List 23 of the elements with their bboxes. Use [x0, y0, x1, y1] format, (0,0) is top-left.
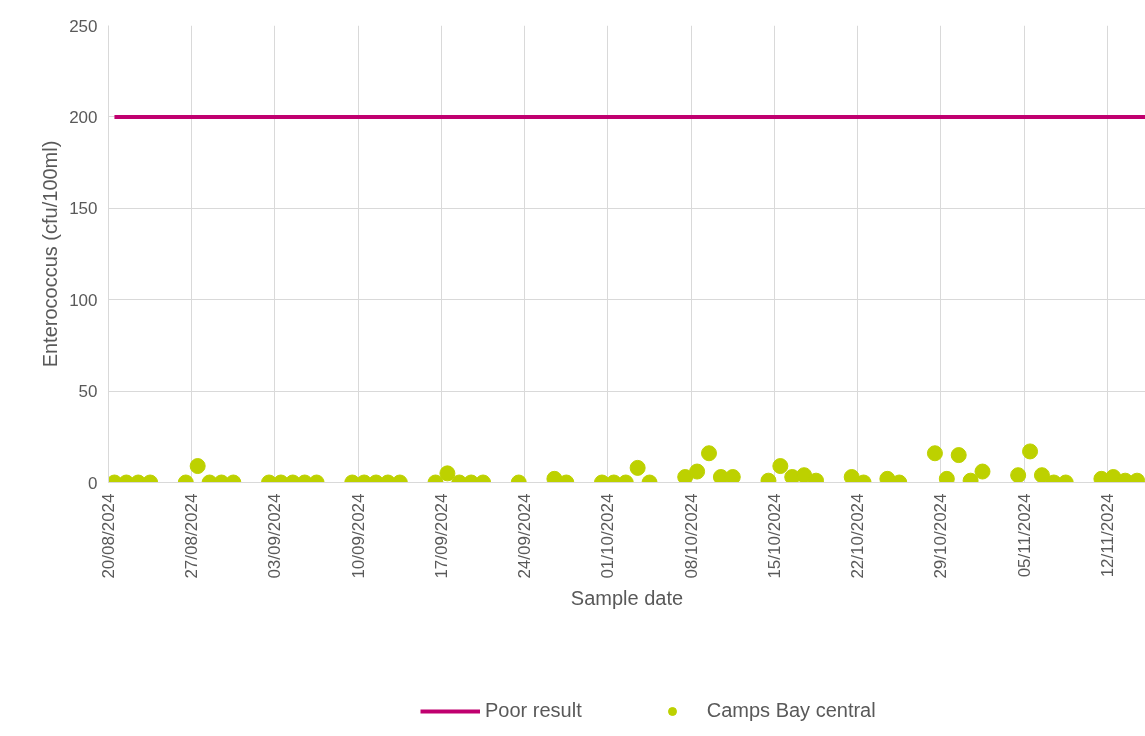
x-tick-label: 01/10/2024 [598, 493, 618, 579]
x-tick-label: 27/08/2024 [182, 493, 202, 579]
x-tick-label: 17/09/2024 [431, 493, 451, 579]
x-tick-label: 22/10/2024 [848, 493, 868, 579]
y-tick-label: 50 [78, 382, 98, 402]
x-axis-title: Sample date [570, 586, 684, 609]
legend-label: Camps Bay central [706, 699, 876, 722]
x-tick-label: 08/10/2024 [681, 493, 701, 579]
x-tick-label: 05/11/2024 [1014, 493, 1034, 578]
legend-label: Poor result [485, 699, 582, 722]
y-tick-label: 200 [69, 107, 98, 127]
x-tick-label: 20/08/2024 [99, 493, 118, 579]
x-tick-label: 15/10/2024 [764, 493, 784, 579]
y-tick-label: 150 [69, 199, 98, 219]
x-tick-label: 24/09/2024 [515, 493, 535, 579]
y-axis-title: Enterococcus (cfu/100ml) [39, 140, 62, 368]
y-tick-label: 0 [88, 473, 98, 493]
x-tick-label: 03/09/2024 [265, 493, 285, 579]
x-tick-label: 29/10/2024 [931, 493, 951, 579]
x-tick-label: 12/11/2024 [1097, 493, 1117, 578]
y-tick-label: 250 [69, 16, 98, 36]
x-tick-label: 10/09/2024 [348, 493, 368, 579]
y-tick-label: 100 [69, 290, 98, 310]
